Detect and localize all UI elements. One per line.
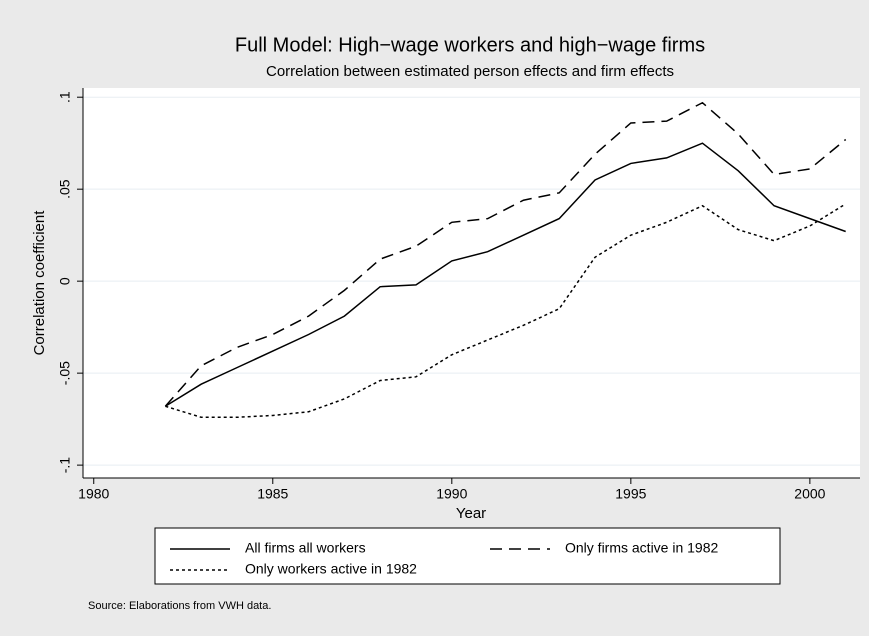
legend-label: Only firms active in 1982 <box>565 540 718 556</box>
x-tick-label: 2000 <box>794 486 825 502</box>
legend-label: Only workers active in 1982 <box>245 561 417 577</box>
y-tick-label: -.1 <box>57 457 73 474</box>
y-tick-label: 0 <box>57 277 73 285</box>
y-axis-label: Correlation coefficient <box>31 210 48 356</box>
series-line <box>165 203 847 419</box>
plot-area <box>83 88 860 478</box>
x-tick-label: 1995 <box>615 486 646 502</box>
chart-subtitle: Correlation between estimated person eff… <box>266 63 674 80</box>
x-tick-label: 1990 <box>436 486 467 502</box>
y-tick-label: .05 <box>57 179 73 199</box>
legend-box <box>154 527 781 585</box>
x-tick-label: 1980 <box>78 486 109 502</box>
x-axis-label: Year <box>456 505 486 522</box>
source-note: Source: Elaborations from VWH data. <box>88 600 271 612</box>
y-tick-label: -.05 <box>57 361 73 385</box>
series-line <box>164 142 846 407</box>
y-tick-label: .1 <box>57 91 73 103</box>
chart-title: Full Model: High−wage workers and high−w… <box>235 34 705 56</box>
legend-label: All firms all workers <box>245 540 366 556</box>
x-tick-label: 1985 <box>257 486 288 502</box>
series-line <box>164 101 847 407</box>
